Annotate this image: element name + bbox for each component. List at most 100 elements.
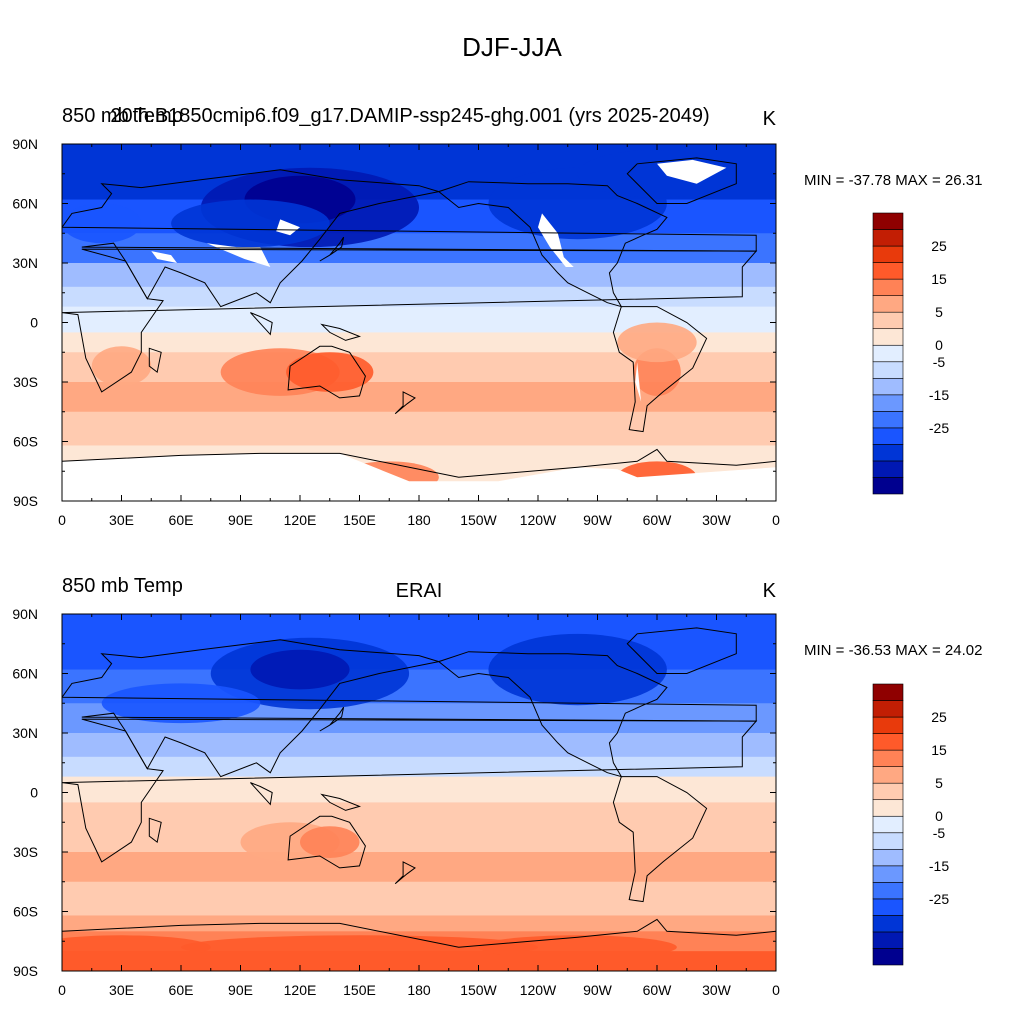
colorbar-label: 15 xyxy=(931,742,947,758)
contour-blob xyxy=(181,935,538,960)
colorbar-swatch xyxy=(872,749,904,767)
colorbar-swatch xyxy=(872,898,904,916)
colorbar-label: -25 xyxy=(929,420,949,436)
missing-data-area xyxy=(276,219,300,236)
y-tick-label: 30S xyxy=(13,374,38,390)
contour-map-obs xyxy=(62,614,776,971)
axis-ticks-model: 0 30E 60E 90E 120E 150E 180 150W 120W 90W 60W 30W 0 9… xyxy=(12,136,780,528)
colorbar-swatch xyxy=(872,882,904,900)
contour-band xyxy=(62,233,776,264)
coastline xyxy=(394,861,416,885)
contour-band xyxy=(62,263,776,288)
coastline xyxy=(626,157,737,204)
contour-band xyxy=(62,776,776,803)
contour-band xyxy=(62,915,776,932)
colorbar-swatch xyxy=(872,948,904,966)
coastline xyxy=(320,793,362,811)
colorbar-swatch xyxy=(872,865,904,883)
colorbar-swatch xyxy=(872,344,904,363)
coastlines-obs xyxy=(62,627,776,971)
x-tick-label: 30E xyxy=(109,512,134,528)
y-tick-label: 90N xyxy=(12,136,38,152)
contour-blob xyxy=(171,199,330,248)
contour-band xyxy=(62,881,776,916)
x-tick-label: 90W xyxy=(583,512,613,528)
coastline xyxy=(437,651,668,778)
x-tick-label: 0 xyxy=(772,512,780,528)
coastline xyxy=(287,345,366,399)
colorbar-swatch xyxy=(872,311,904,330)
y-tick-label: 0 xyxy=(30,785,38,801)
y-tick-label: 60S xyxy=(13,904,38,920)
coastline xyxy=(148,347,162,373)
coastline xyxy=(320,323,362,341)
colorbar-label: 0 xyxy=(935,808,943,824)
y-tick-label: 30S xyxy=(13,844,38,860)
contour-map-model xyxy=(62,144,776,501)
x-tick-label: 150W xyxy=(460,512,497,528)
coastline xyxy=(62,448,776,501)
x-tick-label: 180 xyxy=(407,512,431,528)
coastline xyxy=(626,627,737,674)
contour-band xyxy=(62,286,776,308)
colorbar-label: -15 xyxy=(929,387,949,403)
coastline xyxy=(394,391,416,415)
contour-blob xyxy=(300,826,360,858)
coastline xyxy=(148,817,162,843)
coastline xyxy=(250,782,273,806)
x-tick-label: 180 xyxy=(407,982,431,998)
colorbar-swatch xyxy=(872,477,904,495)
colorbar-label: 5 xyxy=(935,775,943,791)
coastline xyxy=(62,169,757,308)
panel-case-label-obs: ERAI xyxy=(396,580,443,602)
colorbar-model: 25 15 5 0-5 -15 -25 xyxy=(872,212,949,495)
missing-data-area xyxy=(657,159,727,184)
contour-blob xyxy=(478,935,677,960)
coastline xyxy=(612,306,708,433)
colorbar-swatch xyxy=(872,411,904,429)
contour-blob xyxy=(62,203,142,244)
contour-blob xyxy=(62,935,211,960)
colorbar-swatch xyxy=(872,848,904,867)
x-tick-label: 90E xyxy=(228,512,253,528)
x-tick-label: 90E xyxy=(228,982,253,998)
y-tick-label: 30N xyxy=(12,725,38,741)
colorbar-swatch xyxy=(872,799,904,817)
y-tick-label: 60N xyxy=(12,666,38,682)
colorbar-label: 25 xyxy=(931,238,947,254)
x-tick-label: 60E xyxy=(169,982,194,998)
colorbar-swatch xyxy=(872,700,904,718)
colorbar-label: 0 xyxy=(935,337,943,353)
colorbar-label: -25 xyxy=(929,891,949,907)
colorbar-swatch xyxy=(872,444,904,462)
colorbar-swatch xyxy=(872,766,904,784)
colorbar-label: -5 xyxy=(933,825,946,841)
contour-band xyxy=(62,733,776,758)
missing-data-area xyxy=(538,213,574,267)
missing-data-area xyxy=(62,453,776,501)
contour-blob xyxy=(286,352,374,392)
y-tick-label: 90N xyxy=(12,606,38,622)
y-tick-label: 90S xyxy=(13,493,38,509)
contour-band xyxy=(62,614,776,671)
x-tick-label: 150W xyxy=(460,982,497,998)
x-tick-label: 90W xyxy=(583,982,613,998)
x-tick-label: 60W xyxy=(643,982,673,998)
x-tick-label: 30E xyxy=(109,982,134,998)
x-tick-label: 120W xyxy=(520,512,557,528)
colorbar-swatch xyxy=(872,716,904,734)
coastline xyxy=(319,706,345,732)
coastline xyxy=(287,815,366,869)
y-tick-label: 30N xyxy=(12,255,38,271)
colorbar-label: 5 xyxy=(935,304,943,320)
missing-data-area xyxy=(151,251,177,263)
x-tick-label: 150E xyxy=(343,512,376,528)
x-tick-label: 0 xyxy=(58,512,66,528)
coastline xyxy=(437,181,668,308)
colorbar-swatch xyxy=(872,394,904,412)
coastlines-model xyxy=(62,157,776,501)
y-tick-label: 60S xyxy=(13,434,38,450)
colorbar-swatch xyxy=(872,733,904,751)
colorbar-label: -15 xyxy=(929,858,949,874)
